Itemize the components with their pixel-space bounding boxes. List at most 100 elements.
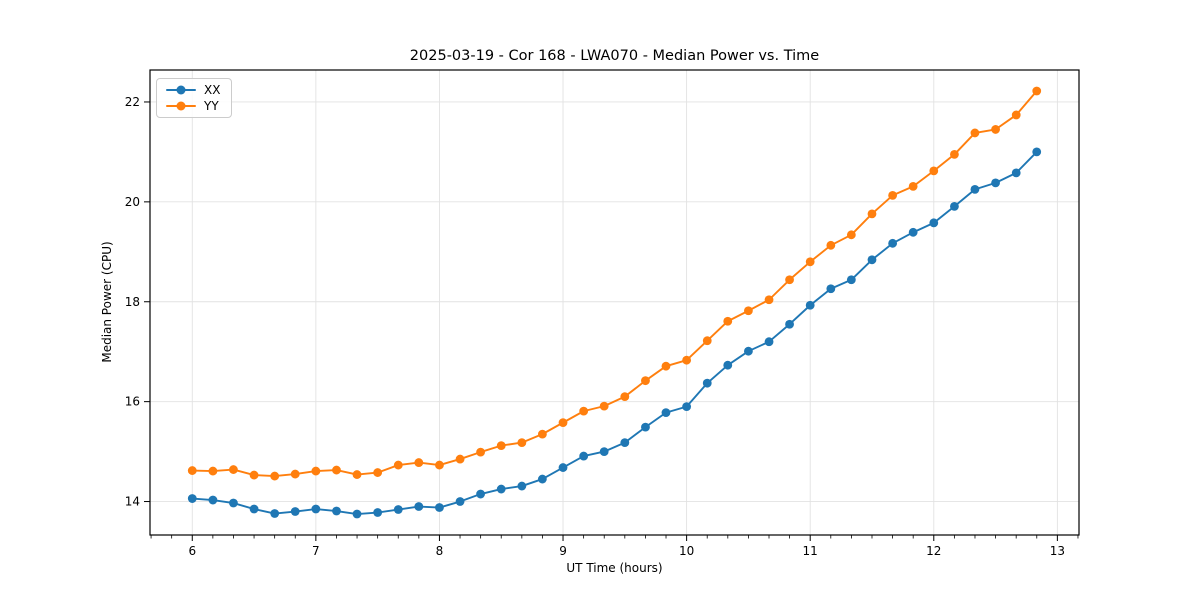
- series-xx-point: [908, 227, 918, 237]
- series-xx-point: [785, 319, 794, 329]
- series-xx-point: [311, 504, 321, 514]
- series-xx-point: [476, 489, 485, 499]
- legend-line-marker-xx-icon: [166, 85, 196, 95]
- series-xx-point: [517, 481, 527, 491]
- series-xx-point: [187, 494, 197, 503]
- series-yy-point: [661, 361, 671, 371]
- series-yy-point: [208, 466, 218, 476]
- series-xx-point: [414, 502, 424, 511]
- series-xx-point: [537, 474, 547, 484]
- series-xx-point: [991, 178, 1000, 188]
- series-xx-point: [661, 408, 671, 418]
- series-yy-point: [929, 166, 939, 176]
- series-xx-point: [393, 505, 403, 514]
- series-yy-line: [191, 90, 1038, 478]
- series-xx-point: [846, 275, 856, 285]
- series-xx-point: [867, 255, 877, 265]
- y-tick-label: 20: [125, 195, 140, 209]
- y-tick-label: 14: [125, 495, 140, 509]
- series-yy-point: [517, 438, 527, 447]
- series-yy-point: [496, 441, 506, 450]
- series-yy-point: [908, 181, 918, 191]
- series-yy-point: [290, 469, 300, 479]
- series-xx-point: [826, 284, 836, 294]
- y-tick-label: 16: [125, 395, 140, 409]
- series-yy-point: [867, 209, 877, 219]
- series-yy-point: [826, 240, 836, 250]
- series-xx-point: [332, 506, 341, 516]
- series-xx-point: [744, 346, 753, 356]
- series-xx-point: [702, 378, 712, 388]
- series-yy-point: [579, 406, 589, 416]
- series-xx-line: [191, 150, 1038, 515]
- legend-item-yy: YY: [166, 100, 220, 112]
- legend-line-marker-yy-icon: [166, 101, 196, 111]
- series-xx-point: [1011, 168, 1021, 178]
- series-yy-point: [846, 230, 856, 240]
- legend-item-xx: XX: [166, 84, 220, 96]
- series-yy-point: [641, 376, 650, 386]
- series-yy-point: [620, 392, 630, 402]
- y-tick-label: 18: [125, 295, 140, 309]
- series-xx-point: [888, 238, 898, 248]
- series-xx-point: [352, 509, 362, 519]
- series-yy-point: [805, 257, 815, 267]
- legend: XX YY: [156, 78, 233, 118]
- series-yy-point: [1032, 86, 1042, 96]
- series-yy-point: [270, 471, 280, 481]
- series-yy-point: [599, 401, 609, 411]
- y-tick-label: 22: [125, 95, 140, 109]
- series-xx-point: [208, 495, 218, 505]
- series-xx-point: [496, 484, 506, 494]
- series-xx-point: [579, 451, 589, 461]
- series-yy-point: [393, 460, 403, 470]
- series-xx-point: [249, 504, 259, 514]
- x-tick-label: 11: [803, 544, 818, 558]
- chart-title: 2025-03-19 - Cor 168 - LWA070 - Median P…: [409, 48, 820, 64]
- series-xx-point: [558, 463, 568, 472]
- x-tick-label: 10: [679, 544, 694, 558]
- series-yy-point: [352, 470, 362, 479]
- series-yy-point: [311, 466, 321, 476]
- series-xx-point: [620, 438, 630, 447]
- series-xx-point: [764, 337, 774, 347]
- series-xx-point: [950, 201, 959, 211]
- series-xx-point: [229, 498, 238, 508]
- x-tick-label: 6: [188, 544, 196, 558]
- series-xx-point: [373, 508, 383, 517]
- series-yy-point: [764, 295, 774, 305]
- x-axis-label: UT Time (hours): [566, 561, 663, 575]
- x-tick-label: 12: [926, 544, 941, 558]
- x-tick-label: 8: [436, 544, 444, 558]
- series-yy-point: [702, 336, 712, 346]
- series-xx-point: [599, 447, 609, 456]
- series-xx-point: [435, 503, 444, 512]
- series-yy-point: [785, 275, 794, 285]
- series-xx-point: [805, 300, 815, 310]
- y-axis-label: Median Power (CPU): [100, 241, 114, 363]
- legend-label-yy: YY: [204, 99, 219, 113]
- series-yy-point: [249, 470, 259, 480]
- series-yy-point: [537, 429, 547, 439]
- series-xx-point: [270, 509, 280, 518]
- series-xx-point: [290, 507, 300, 516]
- series-yy-point: [435, 460, 444, 470]
- series-yy-point: [414, 458, 424, 467]
- x-tick-label: 9: [559, 544, 567, 558]
- series-yy-point: [888, 190, 898, 200]
- series-yy-point: [373, 468, 383, 477]
- series-xx-point: [682, 402, 692, 412]
- series-yy-point: [950, 150, 959, 159]
- series-yy-point: [744, 306, 753, 316]
- series-yy-point: [991, 125, 1000, 134]
- series-yy-point: [332, 465, 341, 475]
- series-xx-point: [723, 360, 733, 370]
- x-tick-label: 7: [312, 544, 320, 558]
- series-yy-point: [187, 466, 197, 475]
- series-yy-point: [476, 447, 485, 457]
- series-yy-point: [682, 355, 692, 365]
- series-xx-point: [970, 184, 980, 194]
- series-xx-point: [455, 497, 465, 506]
